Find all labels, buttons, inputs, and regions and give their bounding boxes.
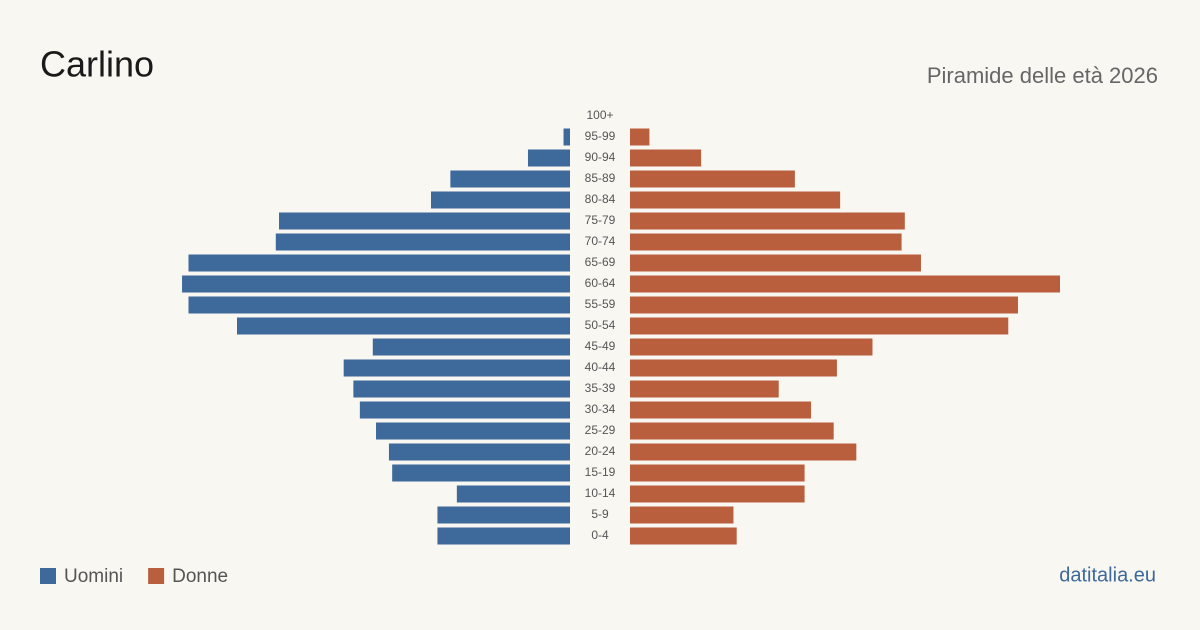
bar-male — [343, 359, 570, 377]
bar-female — [630, 296, 1018, 314]
age-label: 15-19 — [585, 465, 616, 479]
age-label: 10-14 — [585, 486, 616, 500]
bar-female — [630, 443, 857, 461]
bar-male — [388, 443, 570, 461]
chart-title: Carlino — [40, 44, 154, 85]
bar-male — [430, 191, 570, 209]
bar-female — [630, 380, 779, 398]
age-label: 95-99 — [585, 129, 616, 143]
age-label: 20-24 — [585, 444, 616, 458]
bar-female — [630, 527, 737, 545]
bar-male — [188, 296, 570, 314]
age-label: 100+ — [586, 108, 613, 122]
bar-male — [372, 338, 570, 356]
bar-female — [630, 128, 650, 146]
age-label: 30-34 — [585, 402, 616, 416]
legend-label: Donne — [172, 566, 228, 587]
bar-female — [630, 401, 812, 419]
bar-female — [630, 317, 1009, 335]
age-label: 55-59 — [585, 297, 616, 311]
bar-male — [188, 254, 570, 272]
age-label: 25-29 — [585, 423, 616, 437]
legend-swatch — [40, 568, 56, 584]
bar-male — [437, 527, 570, 545]
bar-female — [630, 359, 837, 377]
bar-male — [353, 380, 570, 398]
bar-female — [630, 275, 1060, 293]
age-label: 35-39 — [585, 381, 616, 395]
bar-male — [437, 506, 570, 524]
age-label: 45-49 — [585, 339, 616, 353]
bar-male — [275, 233, 570, 251]
bar-female — [630, 170, 795, 188]
bar-female — [630, 506, 734, 524]
age-label: 85-89 — [585, 171, 616, 185]
bar-female — [630, 233, 902, 251]
age-label: 0-4 — [591, 528, 609, 542]
bar-female — [630, 338, 873, 356]
bar-male — [236, 317, 570, 335]
bar-female — [630, 149, 702, 167]
legend-swatch — [148, 568, 165, 584]
bar-male — [527, 149, 570, 167]
age-label: 65-69 — [585, 255, 616, 269]
bar-female — [630, 254, 921, 272]
age-label: 5-9 — [591, 507, 609, 521]
legend-label: Uomini — [64, 566, 123, 587]
bar-male — [359, 401, 570, 419]
bar-male — [563, 128, 570, 146]
bar-female — [630, 212, 905, 230]
bar-male — [279, 212, 570, 230]
bar-male — [392, 464, 570, 482]
bar-male — [376, 422, 570, 440]
age-label: 75-79 — [585, 213, 616, 227]
bar-female — [630, 485, 805, 503]
bar-male — [450, 170, 570, 188]
bar-male — [182, 275, 570, 293]
source: datitalia.eu — [1059, 564, 1156, 586]
age-label: 80-84 — [585, 192, 616, 206]
age-label: 40-44 — [585, 360, 616, 374]
bar-female — [630, 422, 834, 440]
age-label: 90-94 — [585, 150, 616, 164]
bar-female — [630, 191, 841, 209]
age-label: 60-64 — [585, 276, 616, 290]
age-label: 70-74 — [585, 234, 616, 248]
age-label: 50-54 — [585, 318, 616, 332]
chart-subtitle: Piramide delle età 2026 — [927, 63, 1158, 88]
bar-male — [456, 485, 570, 503]
bar-female — [630, 464, 805, 482]
